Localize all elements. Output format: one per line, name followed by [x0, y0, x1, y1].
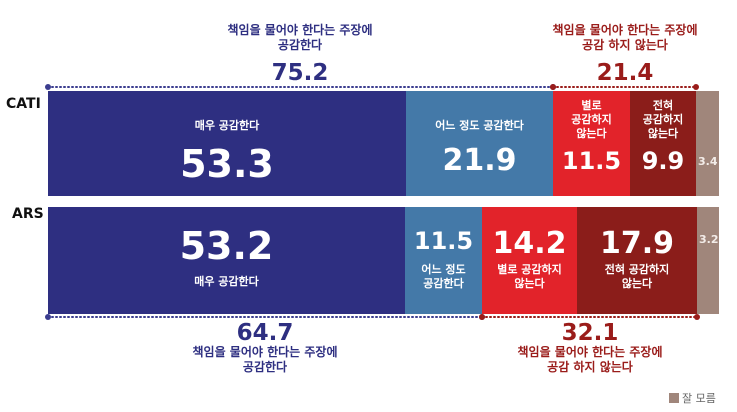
bar-value-agree-some: 21.9: [442, 143, 517, 178]
cati-disagree-caption-line1: 책임을 물어야 한다는 주장에: [552, 23, 698, 37]
ars-agree-caption-line2: 공감한다: [242, 360, 288, 374]
bracket-ars-disagree: [479, 314, 700, 320]
bar-label-agree-strong: 매우 공감한다: [194, 275, 259, 288]
bar-label-disagree-some: 별로 공감하지 않는다: [571, 99, 612, 140]
bar-value-dont-know: 3.2: [699, 233, 719, 246]
cati-disagree-total: 21.4: [596, 60, 654, 86]
ars-agree-caption-line1: 책임을 물어야 한다는 주장에: [192, 345, 338, 359]
bar-label-agree-some: 어느 정도 공감한다: [421, 263, 466, 290]
legend-swatch-dont-know: [669, 393, 679, 403]
bracket-cati-disagree: [550, 84, 699, 90]
legend-label-dont-know: 잘 모름: [682, 392, 716, 405]
row-label-ars: ARS: [12, 206, 44, 222]
cati-agree-total: 75.2: [271, 60, 329, 86]
bar-label-disagree-strong: 전혀 공감하지 않는다: [604, 263, 670, 290]
bar-segment-disagree-some: 별로 공감하지 않는다 11.5: [553, 91, 630, 196]
bar-segment-disagree-some: 별로 공감하지 않는다 14.2: [482, 207, 577, 314]
bar-label-agree-some: 어느 정도 공감한다: [435, 119, 524, 132]
cati-disagree-caption: 책임을 물어야 한다는 주장에 공감 하지 않는다: [520, 23, 730, 53]
bar-value-dont-know: 3.4: [698, 155, 718, 168]
ars-agree-caption: 책임을 물어야 한다는 주장에 공감한다: [150, 345, 380, 375]
cati-agree-caption: 책임을 물어야 한다는 주장에 공감한다: [185, 23, 415, 53]
bar-segment-agree-some: 어느 정도 공감한다 11.5: [405, 207, 482, 314]
bar-segment-dont-know: 3.4: [696, 91, 719, 196]
cati-agree-caption-line1: 책임을 물어야 한다는 주장에: [227, 23, 373, 37]
bar-row-cati: 매우 공감한다 53.3 어느 정도 공감한다 21.9 별로 공감하지 않는다 11.5…: [48, 91, 719, 196]
bar-segment-agree-some: 어느 정도 공감한다 21.9: [406, 91, 553, 196]
ars-disagree-caption: 책임을 물어야 한다는 주장에 공감 하지 않는다: [490, 345, 690, 375]
bar-label-disagree-strong: 전혀 공감하지 않는다: [642, 99, 684, 140]
ars-agree-total: 64.7: [236, 320, 294, 346]
bar-value-agree-strong: 53.2: [179, 224, 274, 268]
cati-agree-caption-line2: 공감한다: [277, 38, 323, 52]
bar-label-agree-strong: 매우 공감한다: [194, 119, 260, 132]
bar-row-ars: 매우 공감한다 53.2 어느 정도 공감한다 11.5 별로 공감하지 않는다 14.2…: [48, 207, 719, 314]
bar-segment-agree-strong: 매우 공감한다 53.3: [48, 91, 406, 196]
bar-value-agree-strong: 53.3: [180, 142, 274, 186]
bar-segment-agree-strong: 매우 공감한다 53.2: [48, 207, 405, 314]
cati-disagree-caption-line2: 공감 하지 않는다: [582, 38, 668, 52]
row-label-cati: CATI: [6, 96, 41, 112]
bar-value-disagree-strong: 9.9: [641, 147, 685, 175]
bar-value-disagree-some: 14.2: [492, 226, 567, 261]
bracket-cati-agree: [45, 84, 556, 90]
ars-disagree-total: 32.1: [561, 320, 619, 346]
ars-disagree-caption-line1: 책임을 물어야 한다는 주장에: [517, 345, 663, 359]
bar-value-agree-some: 11.5: [413, 227, 474, 255]
bar-segment-dont-know: 3.2: [697, 207, 719, 314]
bar-label-disagree-some: 별로 공감하지 않는다: [497, 263, 562, 290]
bar-value-disagree-strong: 17.9: [599, 226, 675, 261]
bar-segment-disagree-strong: 전혀 공감하지 않는다 9.9: [630, 91, 696, 196]
bar-value-disagree-some: 11.5: [561, 147, 622, 175]
bar-segment-disagree-strong: 전혀 공감하지 않는다 17.9: [577, 207, 697, 314]
ars-disagree-caption-line2: 공감 하지 않는다: [547, 360, 633, 374]
